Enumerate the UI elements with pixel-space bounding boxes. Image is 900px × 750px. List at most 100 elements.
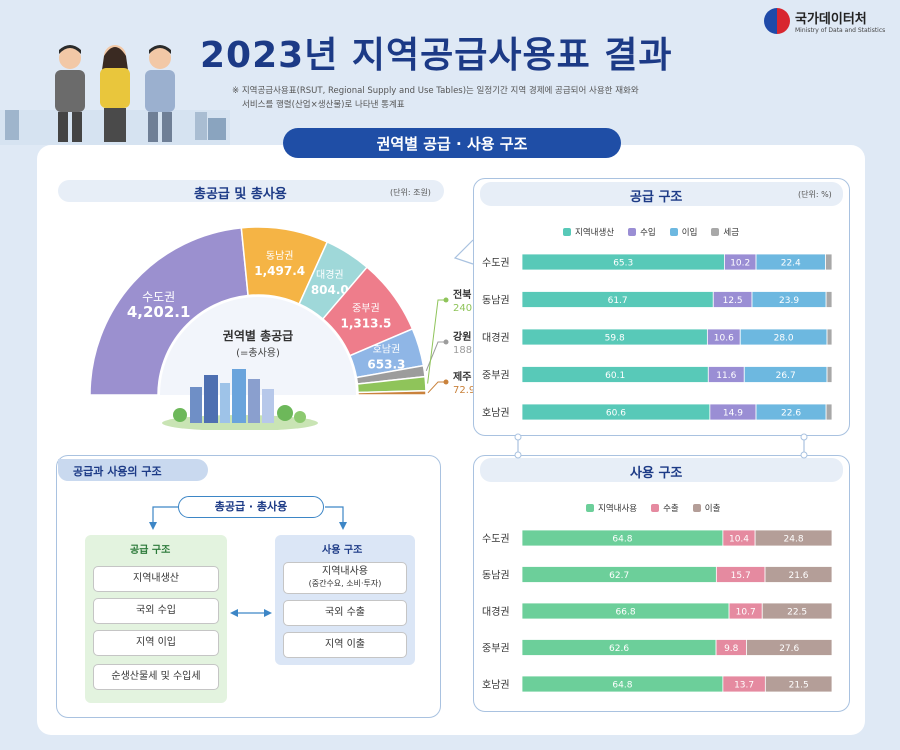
use-bar-value-label: 66.8	[616, 608, 636, 618]
supply-category-label: 대경권	[482, 331, 510, 344]
supply-bar-value-label: 10.6	[714, 334, 734, 344]
supply-bar-segment	[825, 403, 833, 421]
flow-total-node: 총공급 · 총사용	[178, 496, 324, 518]
use-legend: 지역내사용 수출 이출	[586, 502, 720, 514]
legend-swatch-outflow	[692, 504, 701, 512]
supply-bar-value-label: 60.6	[606, 409, 626, 419]
taeguk-emblem-icon	[764, 8, 790, 34]
supply-bar-value-label: 12.5	[723, 296, 743, 306]
city-skyline-illustration	[162, 369, 318, 430]
legend-label-local-use: 지역내사용	[598, 504, 638, 514]
donut-inner-area	[160, 297, 356, 395]
supply-item-local-production: 지역내생산	[93, 566, 219, 592]
use-item-local-use: 지역내사용 (중간수요, 소비·투자)	[283, 562, 407, 594]
use-bar-value-label: 13.7	[734, 681, 754, 691]
legend-swatch-inflow	[669, 228, 678, 236]
use-bar-value-label: 10.7	[736, 608, 756, 618]
supply-bar-value-label: 26.7	[776, 371, 796, 381]
donut-value-honam: 653.3	[367, 358, 405, 372]
supply-card-title: 공급 구조	[630, 190, 683, 205]
use-bar-value-label: 24.8	[784, 535, 804, 545]
use-card-header	[480, 458, 843, 482]
supply-bar-value-label: 28.0	[774, 334, 794, 344]
use-bar-value-label: 15.7	[731, 571, 751, 581]
use-item-local-use-detail: (중간수요, 소비·투자)	[308, 579, 382, 588]
supply-item-net-taxes: 순생산물세 및 수입세	[93, 664, 219, 690]
use-bar-value-label: 21.6	[788, 571, 808, 581]
legend-swatch-local-use	[586, 504, 594, 512]
donut-center-subtitle: (=총사용)	[236, 347, 280, 359]
use-structure-box-title: 사용 구조	[322, 545, 363, 556]
flow-header	[58, 459, 208, 481]
supply-bar-value-label: 59.8	[605, 334, 625, 344]
use-bar-value-label: 64.8	[612, 535, 632, 545]
use-bar-value-label: 22.5	[787, 608, 807, 618]
legend-swatch-local-production	[563, 228, 571, 236]
legend-swatch-export	[651, 504, 660, 512]
donut-label-capital: 수도권	[142, 290, 175, 304]
definition-note-line2: 서비스를 행렬(산업×생산물)로 나타낸 통계표	[242, 100, 405, 110]
supply-bar-value-label: 14.9	[723, 409, 743, 419]
legend-label-outflow: 이출	[704, 504, 721, 514]
supply-bar-segment	[826, 328, 833, 346]
donut-value-central: 1,313.5	[340, 317, 391, 331]
supply-item-import: 국외 수입	[93, 598, 219, 624]
supply-bar-value-label: 22.6	[781, 409, 801, 419]
use-card-title: 사용 구조	[630, 466, 683, 481]
supply-bar-value-label: 65.3	[613, 259, 633, 269]
donut-label-jeonbuk: 전북	[453, 288, 471, 301]
donut-value-daegyeong: 804.0	[311, 283, 349, 297]
use-bar-segment	[754, 529, 833, 547]
supply-bar-value-label: 60.1	[605, 371, 625, 381]
use-bar-value-label: 62.6	[609, 644, 629, 654]
donut-slice-capital	[89, 227, 249, 396]
use-item-outflow: 지역 이출	[283, 632, 407, 658]
donut-center-title: 권역별 총공급	[223, 328, 293, 343]
legend-label-import: 수입	[640, 228, 656, 238]
donut-leader-dot-jeju	[443, 379, 449, 385]
flow-title: 공급과 사용의 구조	[73, 465, 162, 478]
use-bar-value-label: 27.6	[779, 644, 799, 654]
donut-label-jeju: 제주	[453, 370, 471, 383]
supply-bar-segment	[825, 291, 833, 308]
supply-category-label: 동남권	[482, 295, 510, 307]
page-title: 2023년 지역공급사용표 결과	[200, 35, 673, 76]
supply-legend: 지역내생산 수입 이입 세금	[563, 226, 739, 238]
ministry-logo: 국가데이터처 Ministry of Data and Statistics	[764, 8, 885, 34]
use-bar-value-label: 9.8	[724, 644, 739, 654]
use-bar-segment	[764, 675, 833, 693]
supply-bar-segment	[826, 366, 833, 383]
use-category-label: 중부권	[482, 643, 510, 655]
supply-bar-value-label: 10.2	[730, 259, 750, 269]
legend-swatch-tax	[711, 228, 720, 236]
use-category-label: 수도권	[482, 533, 510, 545]
legend-label-inflow: 이입	[681, 228, 698, 238]
supply-bar-segment	[825, 253, 833, 271]
use-category-label: 호남권	[482, 679, 510, 691]
section-title: 권역별 공급 · 사용 구조	[283, 128, 621, 158]
use-category-label: 동남권	[482, 570, 510, 582]
supply-structure-box-title: 공급 구조	[130, 545, 171, 556]
donut-leader-dot-jeonbuk	[443, 297, 449, 303]
supply-item-inflow: 지역 이입	[93, 630, 219, 656]
donut-label-central: 중부권	[352, 303, 380, 315]
supply-card-unit: (단위: %)	[798, 190, 832, 199]
donut-value-southeast: 1,497.4	[254, 264, 305, 278]
use-bar-value-label: 21.5	[789, 681, 809, 691]
use-bar-value-label: 10.4	[729, 535, 749, 545]
supply-category-label: 호남권	[482, 407, 510, 419]
supply-category-label: 수도권	[482, 257, 510, 269]
total-supply-unit: (단위: 조원)	[390, 188, 431, 197]
supply-card-header	[480, 182, 843, 206]
total-supply-header	[58, 180, 444, 202]
donut-leader-dot-gangwon	[443, 339, 449, 345]
use-bar-value-label: 64.8	[612, 681, 632, 691]
donut-leader-jeju	[427, 381, 446, 394]
donut-value-jeonbuk: 240.7	[453, 303, 482, 314]
donut-label-honam: 호남권	[373, 344, 401, 356]
donut-value-gangwon: 188.3	[453, 345, 482, 356]
definition-note: ※ 지역공급사용표(RSUT, Regional Supply and Use …	[232, 84, 702, 112]
